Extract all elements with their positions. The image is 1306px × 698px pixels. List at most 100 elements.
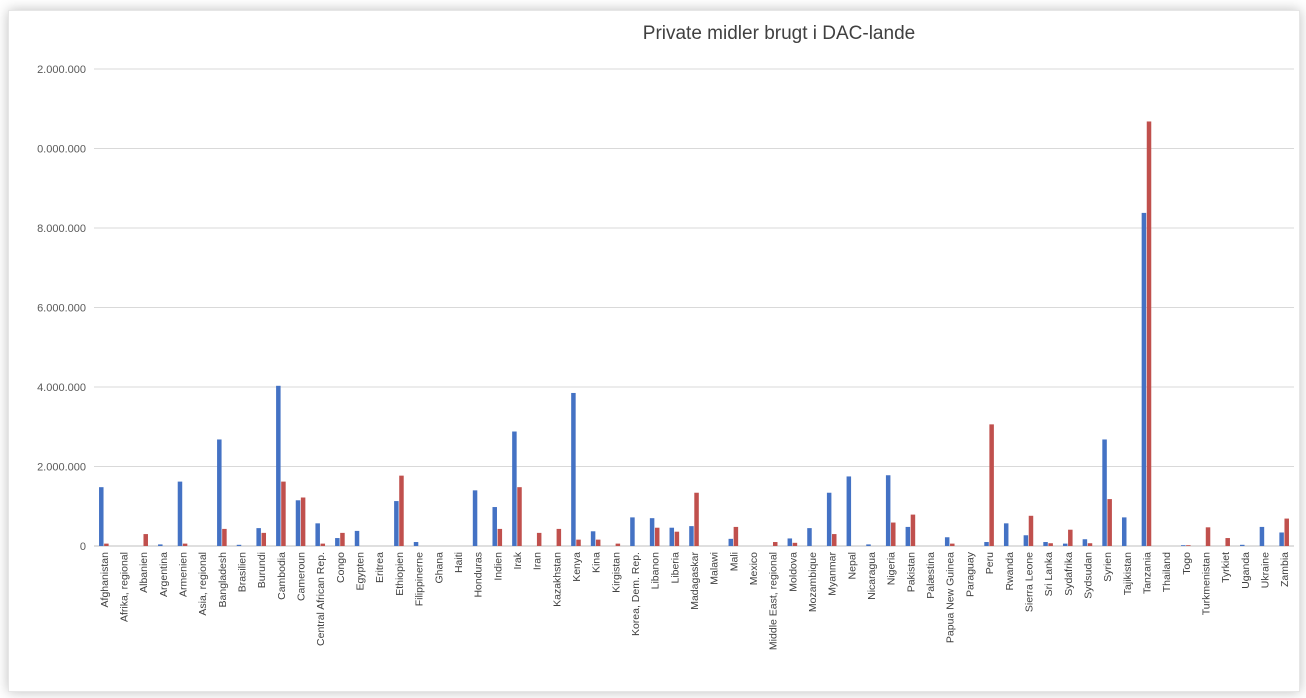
bar-series-2: [792, 542, 798, 546]
x-category-label: Egypten: [355, 552, 367, 591]
x-category-label: Sierra Leone: [1023, 552, 1035, 612]
bar-series-1: [944, 537, 950, 546]
bar-series-1: [728, 538, 734, 546]
x-category-label: Ethiopien: [394, 552, 406, 596]
bar-series-1: [630, 517, 635, 546]
bar-series-2: [281, 481, 286, 546]
x-category-label: Filippinerne: [414, 552, 426, 606]
bar-series-1: [158, 544, 163, 546]
bar-series-2: [733, 526, 739, 546]
x-category-label: Asia, regional: [197, 552, 209, 616]
x-category-label: Ukraine: [1259, 552, 1271, 588]
bar-series-1: [472, 490, 478, 546]
x-category-label: Cambodia: [276, 552, 288, 600]
bar-series-2: [517, 487, 522, 546]
bar-series-2: [989, 424, 994, 546]
x-category-label: Nicaragua: [866, 552, 878, 600]
x-category-label: Middle East, regional: [768, 552, 780, 650]
x-category-label: Ghana: [433, 552, 445, 584]
y-tick-label: 0: [80, 541, 86, 553]
x-category-label: Mexico: [748, 552, 760, 585]
bar-series-1: [984, 542, 989, 546]
bar-series-2: [556, 528, 562, 546]
x-category-label: Indien: [492, 552, 504, 581]
x-category-label: Moldova: [787, 552, 799, 592]
bar-series-1: [826, 492, 832, 546]
bar-series-1: [177, 481, 183, 546]
x-category-label: Turkmenistan: [1200, 552, 1212, 615]
bar-series-2: [536, 532, 542, 546]
x-category-label: Argentina: [158, 552, 170, 597]
x-category-label: Haiti: [453, 552, 465, 573]
bar-series-2: [399, 475, 404, 546]
bar-series-1: [354, 530, 360, 546]
x-category-label: Kina: [591, 552, 603, 573]
bar-series-1: [1102, 439, 1107, 546]
x-category-label: Kirgistan: [610, 552, 622, 593]
x-category-label: Palæstina: [925, 552, 937, 599]
bar-series-2: [1205, 527, 1211, 546]
bar-series-2: [772, 542, 778, 546]
x-category-label: Kenya: [571, 552, 583, 582]
bar-series-2: [694, 492, 699, 546]
x-category-label: Papua New Guinea: [945, 552, 957, 643]
bar-series-2: [950, 543, 955, 546]
x-category-label: Zambia: [1279, 552, 1291, 587]
x-category-label: Mozambique: [807, 552, 819, 612]
bar-series-1: [512, 431, 517, 546]
bar-series-1: [276, 385, 281, 546]
bar-series-2: [654, 527, 660, 546]
bar-series-1: [335, 538, 340, 546]
x-category-label: Sri Lanka: [1043, 552, 1055, 597]
x-category-label: Kazakhstan: [551, 552, 563, 607]
bar-series-2: [320, 543, 326, 546]
x-category-label: Bangladesh: [217, 552, 229, 608]
bar-series-1: [846, 476, 852, 546]
x-category-label: Rwanda: [1004, 552, 1016, 591]
x-category-label: Congo: [335, 552, 347, 583]
bar-series-1: [1181, 545, 1186, 546]
x-category-label: Afrika, regional: [119, 552, 131, 622]
x-category-label: Paraguay: [964, 551, 976, 597]
bar-series-1: [1240, 544, 1245, 546]
x-category-label: Tanzania: [1141, 552, 1153, 594]
bar-series-1: [413, 542, 419, 546]
bar-series-1: [256, 528, 261, 546]
bar-series-1: [649, 518, 655, 546]
x-category-label: Liberia: [669, 552, 681, 584]
bar-series-1: [571, 392, 576, 546]
x-category-label: Cameroun: [296, 552, 308, 601]
bar-series-1: [866, 544, 871, 546]
bar-series-2: [832, 534, 837, 546]
bar-series-1: [217, 439, 222, 546]
bar-series-1: [787, 538, 793, 546]
x-category-label: Thailand: [1161, 552, 1173, 592]
bar-series-1: [1141, 212, 1147, 546]
x-category-label: Brasilien: [237, 552, 249, 592]
bar-series-2: [1028, 515, 1034, 546]
x-category-label: Togo: [1181, 552, 1193, 575]
y-tick-label: 8.000.000: [37, 223, 86, 235]
bar-series-1: [295, 500, 301, 546]
x-category-label: Uganda: [1240, 552, 1252, 589]
bar-series-1: [1023, 535, 1029, 546]
y-tick-label: 2.000.000: [37, 462, 86, 474]
x-category-label: Madagaskar: [689, 551, 701, 609]
bar-series-2: [674, 531, 680, 546]
bar-series-2: [595, 539, 601, 546]
bar-series-2: [1284, 518, 1289, 546]
x-category-label: Burundi: [256, 552, 268, 588]
x-category-label: Albanien: [138, 552, 150, 593]
bar-series-2: [1225, 538, 1230, 546]
bar-series-2: [891, 522, 896, 546]
x-category-label: Eritrea: [374, 552, 386, 583]
bar-series-2: [104, 543, 109, 546]
bar-series-2: [1146, 121, 1152, 546]
bar-series-2: [1087, 543, 1093, 546]
bar-series-1: [885, 475, 891, 546]
chart-title: Private midler brugt i DAC-lande: [642, 23, 916, 44]
bar-chart: 0 2.000.000 4.000.000 6.000.000 8.000.000 0.0…: [37, 64, 1294, 650]
bar-series-2: [1068, 529, 1073, 546]
bar-series-1: [807, 528, 812, 546]
bar-series-2: [910, 514, 916, 546]
